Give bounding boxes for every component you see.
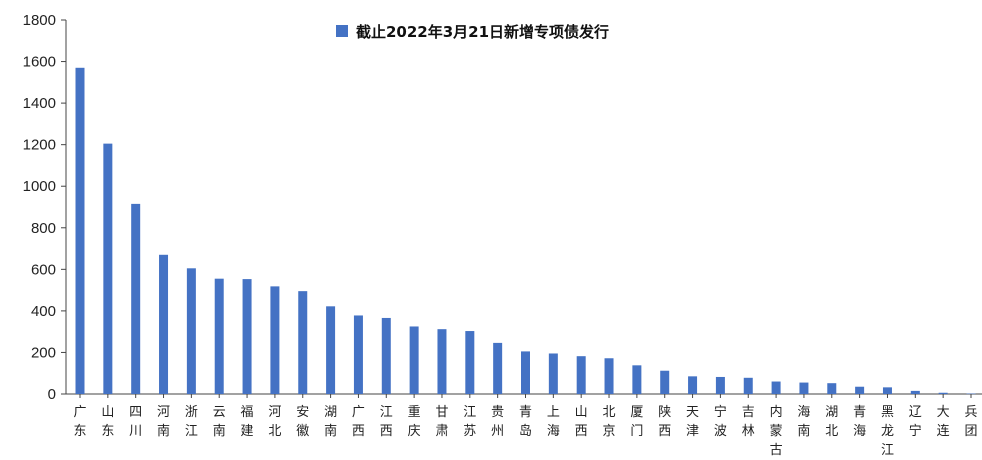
bar-8: [298, 291, 308, 394]
bar-5: [214, 278, 224, 394]
chart-legend: 截止2022年3月21日新增专项债发行: [336, 23, 609, 41]
bar-20: [632, 365, 642, 394]
bar-21: [660, 370, 670, 394]
bar-7: [270, 286, 280, 394]
x-axis-labels: 广东山东四川河南浙江云南福建河北安徽湖南广西江西重庆甘肃江苏贵州青岛上海山西北京…: [73, 394, 978, 458]
category-label: 浙江: [185, 405, 198, 439]
y-tick-label: 0: [48, 386, 56, 403]
category-label: 吉林: [742, 405, 755, 439]
bar-25: [771, 381, 781, 394]
category-label: 大连: [937, 405, 950, 439]
bar-1: [103, 143, 113, 394]
y-tick-label: 1400: [23, 95, 56, 112]
y-tick-label: 600: [31, 261, 56, 278]
y-tick-label: 1600: [23, 54, 56, 71]
category-label: 甘肃: [435, 405, 448, 439]
bar-14: [465, 331, 475, 394]
category-label: 安徽: [296, 405, 309, 439]
category-label: 上海: [547, 405, 560, 439]
bar-23: [715, 376, 725, 394]
y-axis-ticks: 0 200 400 600 800 1000 1200 1400 1600 1800: [23, 12, 66, 403]
bar-26: [799, 382, 809, 394]
bar-0: [75, 67, 85, 395]
category-label: 云南: [213, 405, 226, 439]
category-label: 兵团: [964, 405, 977, 439]
bar-3: [159, 254, 169, 394]
bar-17: [548, 353, 558, 394]
y-tick-label: 800: [31, 220, 56, 237]
bar-12: [409, 326, 419, 394]
y-tick-label: 400: [31, 303, 56, 320]
bar-31: [938, 392, 948, 394]
category-label: 天津: [686, 405, 699, 439]
y-tick-label: 1800: [23, 12, 56, 29]
bar-2: [131, 203, 141, 394]
category-label: 青岛: [519, 405, 532, 439]
category-label: 黑龙江: [881, 405, 894, 458]
category-label: 福建: [241, 405, 254, 439]
bars: [75, 67, 976, 395]
category-label: 宁波: [714, 404, 727, 439]
bar-16: [521, 351, 530, 394]
category-label: 四川: [129, 405, 142, 439]
category-label: 厦门: [630, 405, 643, 439]
category-label: 广西: [352, 405, 365, 439]
bar-15: [493, 342, 503, 394]
category-label: 青海: [853, 405, 866, 439]
bar-30: [910, 390, 920, 394]
y-tick-label: 200: [31, 344, 56, 361]
bar-4: [186, 268, 196, 394]
category-label: 内蒙古: [770, 404, 783, 458]
bar-22: [688, 376, 698, 394]
legend-swatch: [336, 25, 348, 37]
category-label: 湖南: [324, 405, 337, 439]
bar-19: [604, 358, 614, 394]
bar-27: [827, 383, 837, 394]
category-label: 海南: [797, 405, 810, 439]
category-label: 河北: [268, 405, 281, 439]
y-tick-label: 1200: [23, 137, 56, 154]
bar-13: [437, 329, 447, 394]
category-label: 陕西: [658, 405, 671, 439]
bar-24: [743, 377, 753, 394]
category-label: 湖北: [825, 405, 838, 439]
category-label: 辽宁: [909, 405, 922, 439]
category-label: 河南: [157, 405, 170, 439]
category-label: 贵州: [491, 405, 504, 439]
bar-29: [882, 387, 892, 394]
bar-6: [242, 279, 252, 394]
legend-label: 截止2022年3月21日新增专项债发行: [356, 23, 609, 41]
bar-9: [326, 306, 336, 394]
bar-32: [966, 393, 976, 395]
bar-10: [353, 315, 363, 394]
category-label: 江西: [380, 405, 393, 439]
category-label: 山西: [575, 405, 588, 439]
bar-18: [576, 356, 586, 394]
category-label: 江苏: [463, 405, 476, 439]
category-label: 山东: [101, 405, 114, 439]
category-label: 广东: [73, 405, 86, 439]
category-label: 重庆: [408, 404, 421, 439]
bar-11: [381, 317, 391, 394]
category-label: 北京: [603, 405, 616, 439]
bar-28: [855, 386, 865, 394]
y-tick-label: 1000: [23, 178, 56, 195]
